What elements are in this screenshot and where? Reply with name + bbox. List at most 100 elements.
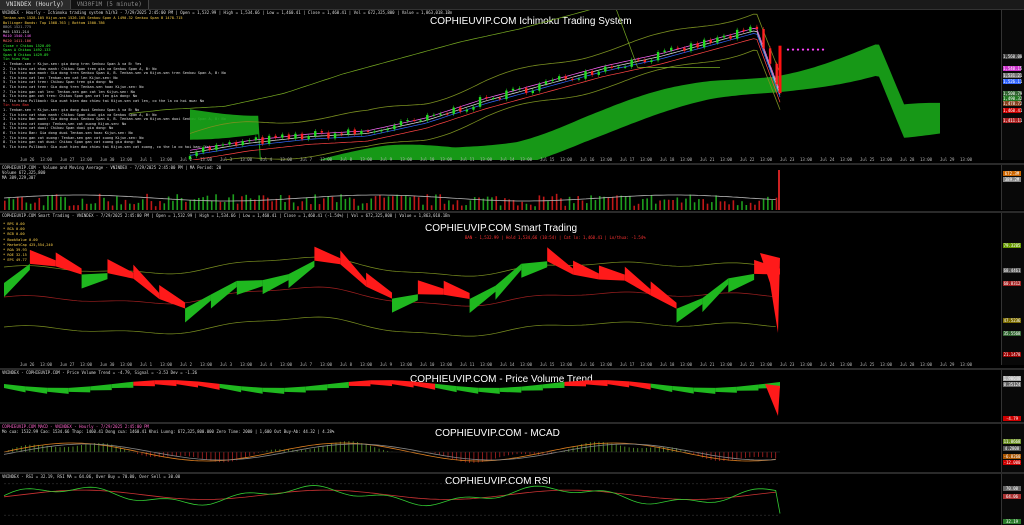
legend-line: 3. Tin hieu Ban manh: Gia dong duoi Senk…	[3, 117, 226, 122]
legend-line: 6. Tin hieu Ban: Gia dong duoi Tenkan-se…	[3, 131, 133, 135]
pvt-chart[interactable]	[0, 370, 1001, 422]
volume-bar	[51, 194, 54, 210]
volume-bar	[706, 203, 709, 210]
date-tick-label: 13:00	[680, 362, 693, 367]
volume-bar	[254, 199, 256, 210]
axis-value-tag: 11.0668	[1003, 439, 1021, 444]
pvt-wave	[564, 380, 586, 387]
legend-line: MA10 1540.146	[3, 34, 32, 39]
volume-ma-value: MA 389,229,307	[2, 175, 36, 180]
pane-divider[interactable]	[0, 472, 1024, 474]
tenkan-projection-dot	[806, 48, 810, 51]
tab-vnindex-hourly[interactable]: VNINDEX (Hourly)	[0, 0, 71, 9]
pane-divider[interactable]	[0, 368, 1024, 370]
ichimoku-header: VNINDEX - Hourly - Ichimoku trading syst…	[2, 10, 453, 15]
pvt-wave	[629, 381, 651, 390]
volume-pane[interactable]: COPHIEUVIP.COM - Volume and Moving Avera…	[0, 165, 1024, 210]
candle-body	[208, 147, 211, 150]
volume-bar	[624, 196, 627, 210]
tenkan-projection-dot	[821, 48, 825, 51]
ichimoku-chart[interactable]	[0, 10, 1001, 160]
smart-trading-chart[interactable]	[0, 213, 1001, 365]
volume-bar	[736, 205, 739, 210]
volume-bar	[219, 201, 222, 210]
legend-line: 6. Tin hieu cat tren: Gia dong tren Tenk…	[3, 85, 144, 89]
smart-trading-pane[interactable]: COPHIEUVIP.COM Smart Trading - VNINDEX -…	[0, 213, 1024, 365]
pvt-wave	[305, 384, 328, 391]
pvt-watermark: COPHIEUVIP.COM - Price Volume Trend	[410, 374, 593, 385]
rsi-pane[interactable]: VNINDEX - RSI = 32.19, RSI MA = 64.06, O…	[0, 474, 1024, 525]
legend-line: MA20 1411.106	[3, 39, 32, 43]
date-tick-label: Jul 4	[260, 362, 273, 367]
volume-bar	[711, 202, 713, 210]
date-tick-label: Jul 14	[500, 362, 515, 367]
pane-divider[interactable]	[0, 211, 1024, 213]
date-tick-label: Jun 27	[60, 362, 75, 367]
volume-bar	[508, 199, 510, 210]
candle-body	[228, 142, 231, 145]
volume-bar	[577, 196, 579, 210]
pvt-pane[interactable]: VNINDEX - COPHIEUVIP.COM - Price Volume …	[0, 370, 1024, 422]
volume-bar	[111, 205, 114, 210]
volume-bar	[607, 197, 610, 210]
volume-bar	[654, 203, 657, 210]
date-tick-label: 13:00	[280, 157, 293, 162]
macd-chart[interactable]	[0, 424, 1001, 472]
volume-bar	[693, 202, 696, 210]
tab-vn30f1m-5min[interactable]: VN30F1M (5 minute)	[70, 0, 149, 9]
date-tick-label: 13:00	[480, 362, 493, 367]
smart-trading-axis[interactable]	[1001, 213, 1024, 365]
candle-body	[768, 48, 772, 64]
bear-wave	[443, 280, 470, 299]
date-tick-label: 13:00	[680, 157, 693, 162]
volume-bar	[301, 201, 304, 210]
candle-body	[742, 29, 745, 32]
legend-line: 5. Tin hieu cat tren: Chikou Span tren g…	[3, 80, 114, 85]
pvt-wave	[672, 386, 694, 394]
candle-body	[274, 135, 277, 138]
pvt-wave	[478, 387, 500, 394]
candle-body	[729, 35, 732, 39]
volume-axis[interactable]	[1001, 165, 1024, 210]
volume-bar	[767, 196, 769, 210]
legend-line: * BCA 0.00	[3, 227, 25, 232]
candle-body	[716, 37, 719, 43]
volume-chart[interactable]	[0, 165, 1001, 210]
date-tick-label: Jun 30	[100, 157, 115, 162]
pane-divider[interactable]	[0, 163, 1024, 165]
bull-wave	[521, 261, 548, 278]
candle-body	[439, 113, 442, 115]
date-tick-label: 13:00	[440, 157, 453, 162]
pane-divider[interactable]	[0, 422, 1024, 424]
pvt-wave	[348, 380, 371, 387]
date-tick-label: 13:00	[560, 362, 573, 367]
volume-bar	[771, 200, 773, 210]
date-tick-label: Jul 23	[780, 157, 795, 162]
date-tick-label: Jul 2	[180, 362, 193, 367]
rsi-axis[interactable]	[1001, 474, 1024, 525]
date-tick-label: Jul 10	[420, 157, 435, 162]
axis-value-tag: 1,531.21	[1003, 73, 1023, 78]
rsi-chart[interactable]	[0, 474, 1001, 525]
candle-body	[722, 35, 726, 38]
date-tick-label: Jul 7	[300, 157, 313, 162]
candle-body	[254, 137, 258, 141]
volume-bar	[249, 198, 252, 210]
candle-body	[650, 60, 653, 62]
bear-wave	[624, 266, 651, 296]
axis-value-tag: 60.8312	[1003, 281, 1021, 286]
macd-pane[interactable]: COPHIEUVIP.COM MACD - VNINDEX - Hourly -…	[0, 424, 1024, 472]
bear-wave	[159, 285, 186, 309]
volume-bar	[633, 205, 636, 210]
volume-bar	[680, 202, 683, 210]
date-tick-label: 13:00	[520, 362, 533, 367]
volume-bar	[262, 195, 265, 210]
ichimoku-pane[interactable]: VNINDEX - Hourly - Ichimoku trading syst…	[0, 10, 1024, 160]
volume-bar	[318, 204, 321, 210]
candle-body	[571, 78, 574, 80]
axis-value-tag: 1.90048	[1003, 376, 1021, 381]
volume-bar	[594, 200, 597, 210]
volume-bar	[702, 199, 704, 210]
ichimoku-price-axis[interactable]	[1001, 10, 1024, 160]
date-tick-label: Jul 29	[940, 157, 955, 162]
